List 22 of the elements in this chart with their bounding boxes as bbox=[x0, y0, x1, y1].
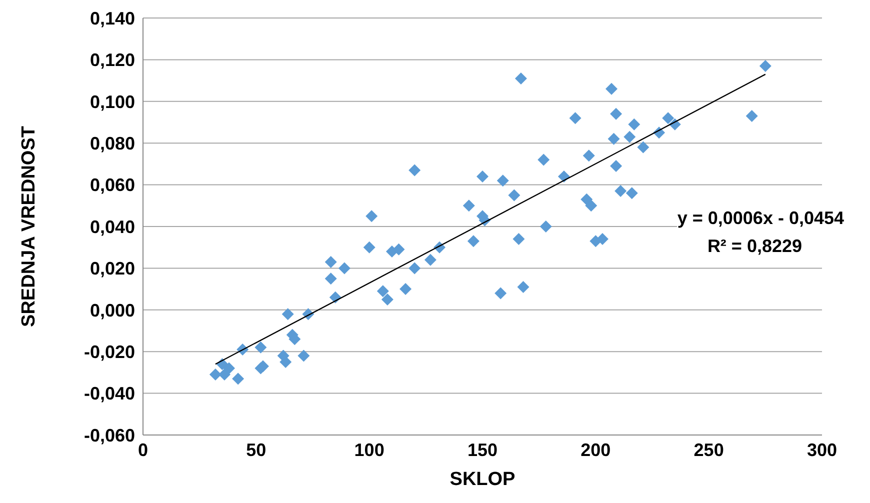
x-tick-label: 250 bbox=[694, 440, 724, 460]
annotation: y = 0,0006x - 0,0454 bbox=[677, 208, 844, 229]
y-tick-label: 0,100 bbox=[90, 92, 135, 112]
x-tick-label: 50 bbox=[246, 440, 266, 460]
x-tick-label: 300 bbox=[806, 440, 838, 460]
y-tick-label: 0,000 bbox=[90, 300, 135, 320]
x-tick-label: 200 bbox=[580, 440, 611, 460]
x-axis-title: SKLOP bbox=[450, 469, 516, 490]
y-axis-title: SREDNJA VREDNOST bbox=[18, 126, 40, 327]
y-tick-label: -0,060 bbox=[84, 425, 135, 446]
y-tick-label: 0,060 bbox=[90, 175, 135, 196]
y-tick-label: 0,020 bbox=[90, 258, 135, 279]
annotation: R² = 0,8229 bbox=[707, 236, 802, 257]
y-tick-label: -0,020 bbox=[84, 342, 135, 362]
x-tick-label: 100 bbox=[354, 440, 384, 460]
y-tick-label: 0,120 bbox=[90, 50, 135, 70]
y-tick-label: 0,040 bbox=[90, 216, 135, 237]
x-tick-label: 0 bbox=[138, 440, 148, 460]
y-tick-label: -0,040 bbox=[84, 384, 135, 404]
y-tick-label: 0,140 bbox=[90, 8, 135, 28]
x-tick-label: 150 bbox=[467, 440, 498, 460]
y-tick-label: 0,080 bbox=[90, 133, 135, 154]
